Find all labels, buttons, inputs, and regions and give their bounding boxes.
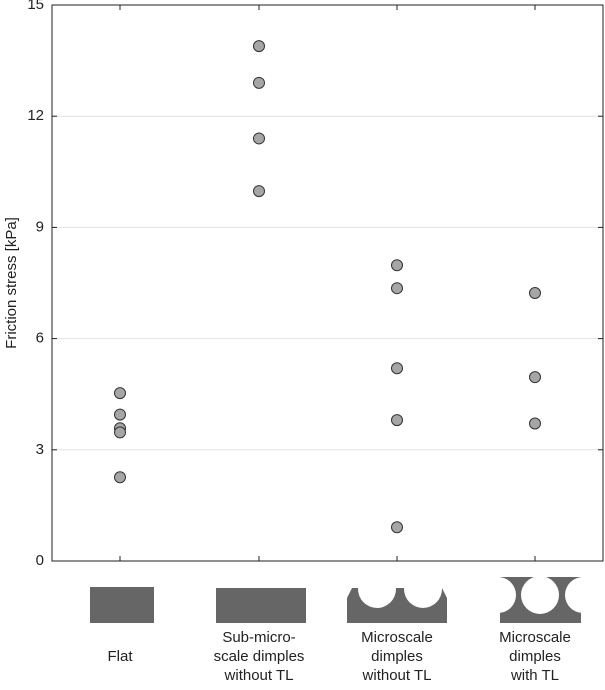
plot-frame [51, 4, 604, 562]
x-tick-label: with TL [510, 667, 559, 684]
point [529, 287, 541, 300]
point [114, 408, 126, 421]
y-tick-label: 15 [27, 0, 44, 13]
x-tick-label: without TL [224, 667, 294, 684]
point [391, 521, 403, 534]
y-axis-label: Friction stress [kPa] [3, 217, 20, 349]
y-tick-label: 9 [36, 218, 44, 235]
point [253, 40, 265, 53]
point [114, 471, 126, 484]
point [529, 371, 541, 384]
point [253, 132, 265, 145]
x-tick-label: dimples [371, 648, 423, 665]
point [391, 362, 403, 375]
point [253, 76, 265, 89]
x-tick-label: Microscale [499, 629, 571, 646]
x-tick-label: dimples [509, 648, 561, 665]
icon-microscale-tl [480, 574, 601, 623]
point [114, 426, 126, 439]
point [391, 259, 403, 272]
y-tick-label: 3 [36, 441, 44, 458]
y-tick-label: 0 [36, 552, 44, 569]
point [253, 185, 265, 198]
x-tick-label: Microscale [361, 629, 433, 646]
icon-flat [90, 587, 154, 623]
point [391, 414, 403, 427]
x-tick-label: without TL [362, 667, 432, 684]
x-tick-label: scale dimples [214, 648, 305, 665]
surface-icons [90, 570, 601, 623]
point [529, 417, 541, 430]
icon-submicro [216, 578, 306, 623]
point [114, 387, 126, 400]
y-tick-label: 12 [27, 107, 44, 124]
x-tick-label: Flat [107, 648, 133, 665]
y-tick-label: 6 [36, 330, 44, 347]
icon-microscale [347, 570, 447, 623]
x-tick-label: Sub-micro- [222, 629, 295, 646]
point [391, 282, 403, 295]
